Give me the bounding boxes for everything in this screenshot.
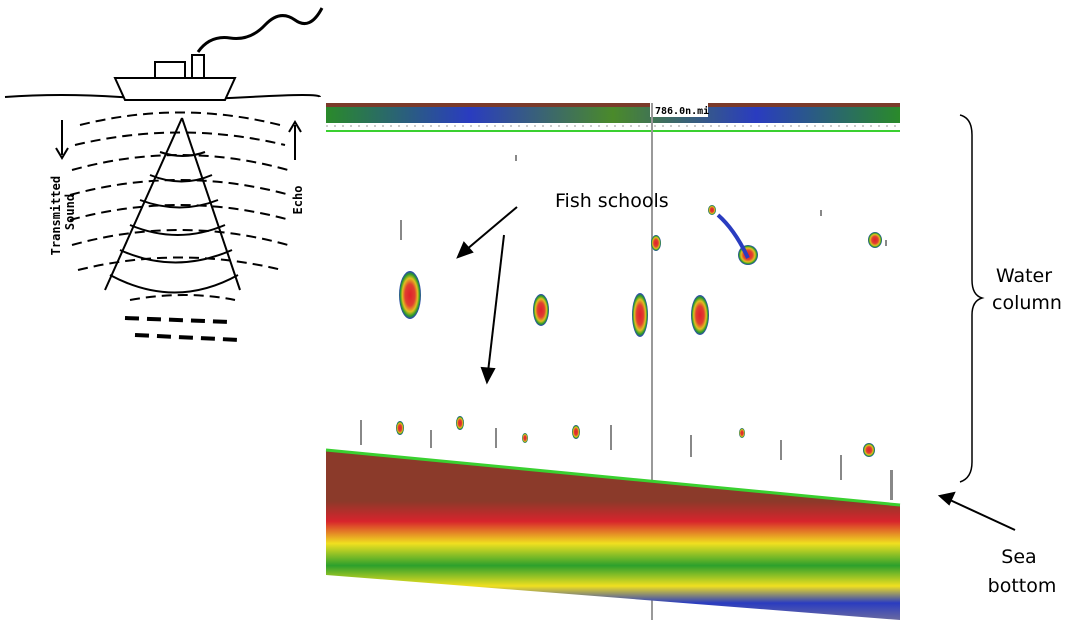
echo-label: Echo: [291, 186, 305, 215]
fish-schools-label: Fish schools: [555, 190, 669, 212]
sea-bottom-label: Sea bottom: [988, 546, 1057, 597]
water-column-label: Water column: [992, 265, 1062, 314]
diagram: Transmitted Sound Echo 786.0n.mi: [0, 0, 1082, 632]
brace: [960, 115, 982, 482]
water-line: Water: [996, 265, 1052, 287]
distance-label: 786.0n.mi: [655, 105, 709, 117]
bottom-line: bottom: [988, 575, 1057, 597]
transmitted-label: Transmitted Sound: [49, 169, 77, 256]
fish-school-marks: [396, 205, 882, 457]
transmitted-line: Transmitted: [49, 176, 63, 255]
sound-line: Sound: [63, 194, 77, 230]
sea-line: Sea: [1001, 546, 1036, 568]
column-line: column: [992, 292, 1062, 314]
echogram: 786.0n.mi: [326, 103, 900, 620]
